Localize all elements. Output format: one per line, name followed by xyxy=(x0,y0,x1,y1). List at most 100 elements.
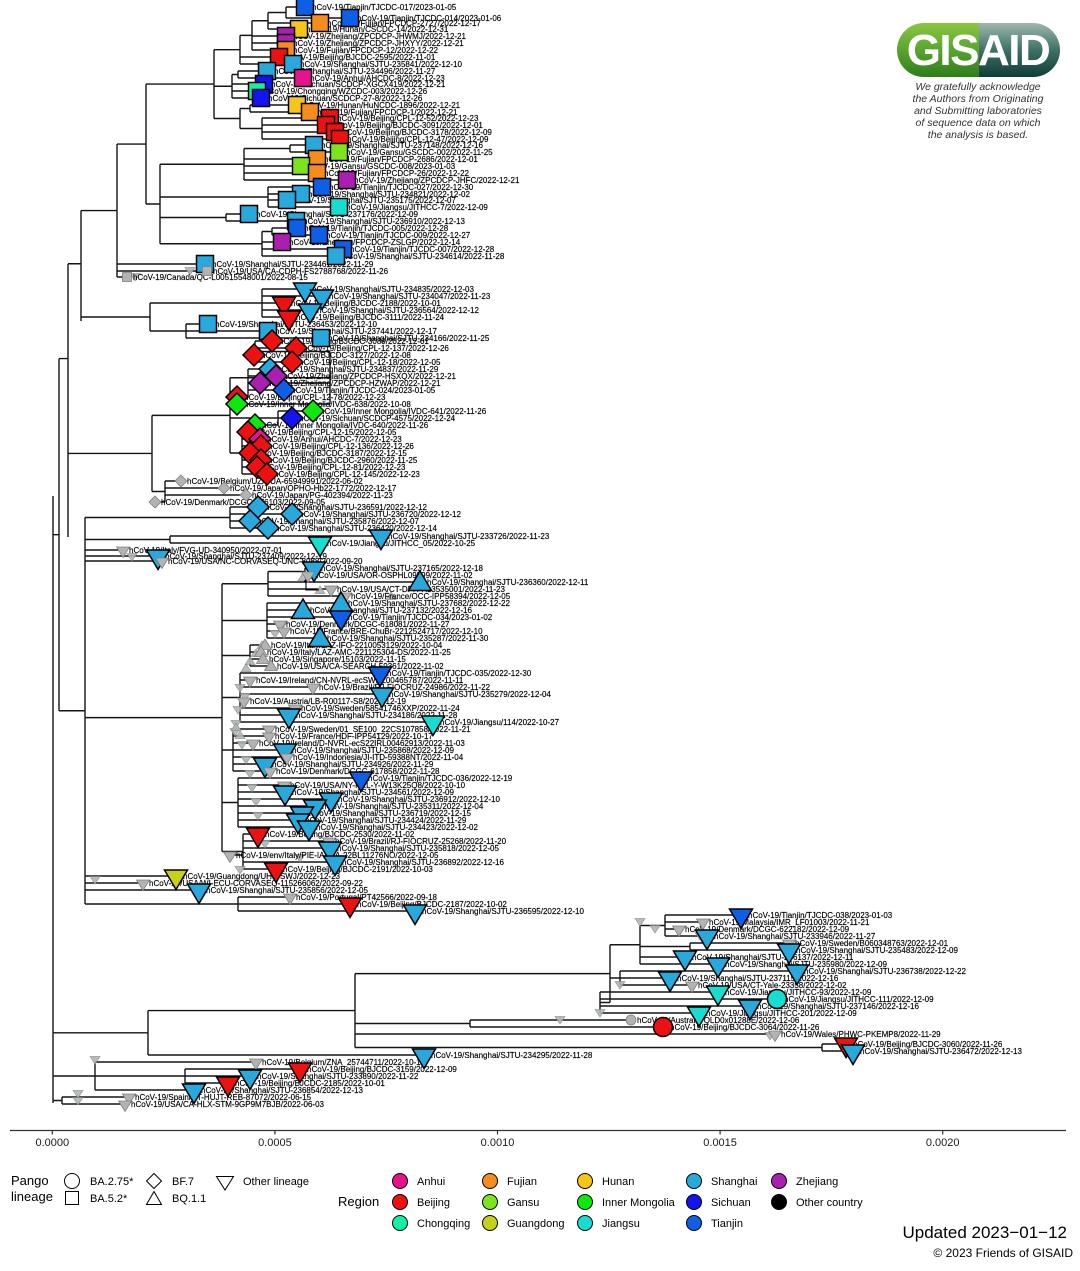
svg-text:hCoV-19/Ireland/CN-NVRL-ecSWRL: hCoV-19/Ireland/CN-NVRL-ecSWRL00465787/2… xyxy=(256,676,464,685)
svg-text:hCoV-19/Shanghai/SJTU-234561/2: hCoV-19/Shanghai/SJTU-234561/2022-12-09 xyxy=(292,788,454,797)
svg-text:© 2023 Friends of GISAID: © 2023 Friends of GISAID xyxy=(933,1246,1073,1260)
svg-text:BQ.1.1: BQ.1.1 xyxy=(172,1193,206,1205)
svg-text:the analysis is based.: the analysis is based. xyxy=(928,129,1028,141)
svg-text:hCoV-19/Shanghai/SJTU-235311/2: hCoV-19/Shanghai/SJTU-235311/2022-12-04 xyxy=(322,802,484,811)
svg-text:hCoV-19/Sweden/58541746XXP/202: hCoV-19/Sweden/58541746XXP/2022-11-24 xyxy=(301,704,460,713)
svg-text:hCoV-19/Tianjin/TJCDC-035/2022: hCoV-19/Tianjin/TJCDC-035/2022-12-30 xyxy=(387,669,532,678)
svg-text:hCoV-19/Beijing/BJCDC-3127/202: hCoV-19/Beijing/BJCDC-3127/2022-12-08 xyxy=(261,351,411,360)
svg-text:hCoV-19/USA/CA-HLX-STM-9GP9M7B: hCoV-19/USA/CA-HLX-STM-9GP9M7BJB/2022-06… xyxy=(131,1100,325,1109)
svg-text:hCoV-19/Shanghai/SJTU-234496/2: hCoV-19/Shanghai/SJTU-234496/2022-11-27 xyxy=(274,67,436,76)
svg-text:hCoV-19/Shanghai/SJTU-236453/2: hCoV-19/Shanghai/SJTU-236453/2022-12-10 xyxy=(215,320,377,329)
svg-text:hCoV-19/Beijing/BJCDC-2960/202: hCoV-19/Beijing/BJCDC-2960/2022-11-25 xyxy=(268,456,418,465)
svg-text:Anhui: Anhui xyxy=(417,1176,445,1188)
svg-text:hCoV-19/Malaysia/IMR_LF01003/2: hCoV-19/Malaysia/IMR_LF01003/2022-11-21 xyxy=(709,918,870,927)
svg-text:hCoV-19/Shanghai/SJTU-234424/2: hCoV-19/Shanghai/SJTU-234424/2022-11-29 xyxy=(305,816,467,825)
svg-text:hCoV-19/USA/CA-CDPH-FS2788768/: hCoV-19/USA/CA-CDPH-FS2788768/2022-11-26 xyxy=(213,267,389,276)
svg-text:hCoV-19/Gansu/GSCDC-002/2022-1: hCoV-19/Gansu/GSCDC-002/2022-11-25 xyxy=(346,148,493,157)
svg-text:hCoV-19/Beijing/BJCDC-2595/202: hCoV-19/Beijing/BJCDC-2595/2022-11-01 xyxy=(286,53,436,62)
svg-text:hCoV-19/Shanghai/SJTU-236472/2: hCoV-19/Shanghai/SJTU-236472/2022-12-13 xyxy=(860,1047,1022,1056)
svg-text:hCoV-19/Denmark/DCGC-618081/20: hCoV-19/Denmark/DCGC-618081/2022-11-27 xyxy=(286,620,450,629)
svg-text:hCoV-19/Japan/OPHO-Hb22-1772/2: hCoV-19/Japan/OPHO-Hb22-1772/2022-12-17 xyxy=(230,484,397,493)
svg-text:hCoV-19/Beijing/BJCDC-3187/202: hCoV-19/Beijing/BJCDC-3187/2022-12-15 xyxy=(257,449,407,458)
svg-text:hCoV-19/Brazil/RJ-FIOCRUZ-2526: hCoV-19/Brazil/RJ-FIOCRUZ-25268/2022-11-… xyxy=(335,837,507,846)
svg-text:hCoV-19/Beijing/BJCDC-2187/202: hCoV-19/Beijing/BJCDC-2187/2022-10-02 xyxy=(357,900,507,909)
svg-text:BA.5.2*: BA.5.2* xyxy=(90,1193,128,1205)
svg-text:hCoV-19/Shanghai/SJTU-236912/2: hCoV-19/Shanghai/SJTU-236912/2022-12-10 xyxy=(338,795,500,804)
svg-text:Guangdong: Guangdong xyxy=(507,1218,565,1230)
svg-text:Beijing: Beijing xyxy=(417,1197,450,1209)
svg-text:hCoV-19/Wales/PHWC-PKEMP8/2022: hCoV-19/Wales/PHWC-PKEMP8/2022-11-29 xyxy=(781,1030,941,1039)
svg-text:hCoV-19/Shanghai/SJTU-237115/2: hCoV-19/Shanghai/SJTU-237115/2022-12-16 xyxy=(677,974,839,983)
svg-text:hCoV-19/France/OCC-IPP58394/20: hCoV-19/France/OCC-IPP58394/2022-12-05 xyxy=(351,592,511,601)
svg-text:Pango: Pango xyxy=(11,1173,49,1188)
svg-text:hCoV-19/Fujian/FPCDCP-12/2022-: hCoV-19/Fujian/FPCDCP-12/2022-12-22 xyxy=(293,46,439,55)
svg-text:Shanghai: Shanghai xyxy=(711,1176,758,1188)
svg-text:hCoV-19/Sweden/01_SE100_22CS10: hCoV-19/Sweden/01_SE100_22CS107858/2022-… xyxy=(275,725,471,734)
svg-text:hCoV-19/Spain/CT-HUJT-REB-8707: hCoV-19/Spain/CT-HUJT-REB-87072/2022-06-… xyxy=(135,1093,312,1102)
svg-text:hCoV-19/Shanghai/SJTU-237409/2: hCoV-19/Shanghai/SJTU-237409/2022-12-19 xyxy=(165,552,327,561)
svg-text:hCoV-19/Jiangsu/JITHCC_05/2022: hCoV-19/Jiangsu/JITHCC_05/2022-10-25 xyxy=(327,539,476,548)
svg-text:hCoV-19/Canada/QC-L00515548001: hCoV-19/Canada/QC-L00515548001/2022-08-1… xyxy=(133,273,308,282)
svg-text:hCoV-19/Brazil/RJ-FIOCRUZ-2498: hCoV-19/Brazil/RJ-FIOCRUZ-24986/2022-11-… xyxy=(319,683,491,692)
svg-text:hCoV-19/Shanghai/SJTU-237146/2: hCoV-19/Shanghai/SJTU-237146/2022-12-16 xyxy=(757,1002,919,1011)
svg-text:hCoV-19/Fujian/FPCDCP-26/2022-: hCoV-19/Fujian/FPCDCP-26/2022-12-22 xyxy=(324,169,470,178)
svg-text:hCoV-19/Beijing/BJCDC-2530/202: hCoV-19/Beijing/BJCDC-2530/2022-11-02 xyxy=(265,830,415,839)
svg-text:Chongqing: Chongqing xyxy=(417,1218,470,1230)
svg-text:hCoV-19/Shanghai/SJTU-234821/2: hCoV-19/Shanghai/SJTU-234821/2022-12-02 xyxy=(308,190,470,199)
svg-text:hCoV-19/Shanghai/SJTU-236564/2: hCoV-19/Shanghai/SJTU-236564/2022-12-12 xyxy=(317,306,479,315)
svg-text:hCoV-19/Zhejiang/ZPCDCP-JHXYY/: hCoV-19/Zhejiang/ZPCDCP-JHXYY/2022-12-21 xyxy=(293,39,464,48)
svg-text:hCoV-19/Sichuan/SCDCP-27-8/202: hCoV-19/Sichuan/SCDCP-27-8/2022-12-26 xyxy=(268,94,423,103)
svg-text:hCoV-19/Shanghai/SJTU-236360/2: hCoV-19/Shanghai/SJTU-236360/2022-12-11 xyxy=(427,578,589,587)
svg-text:hCoV-19/Australia/QLD0x01288E/: hCoV-19/Australia/QLD0x01288E/2022-12-06 xyxy=(637,1016,800,1025)
svg-text:hCoV-19/Ireland/D-NVRL-ecS22IR: hCoV-19/Ireland/D-NVRL-ecS22IRL00462913/… xyxy=(259,739,465,748)
svg-text:hCoV-19/Belgium/ZNA_25744711/2: hCoV-19/Belgium/ZNA_25744711/2022-10-10 xyxy=(262,1058,426,1067)
svg-text:hCoV-19/Zhejiang/FPCDCP-ZSLGP/: hCoV-19/Zhejiang/FPCDCP-ZSLGP/2022-12-14 xyxy=(289,238,461,247)
svg-text:hCoV-19/Beijing/CPL-12-15/2022: hCoV-19/Beijing/CPL-12-15/2022-12-05 xyxy=(255,428,397,437)
svg-text:hCoV-19/Guangdong/UHK-SWJ/2022: hCoV-19/Guangdong/UHK-SWJ/2022-12-23 xyxy=(183,872,341,881)
svg-text:hCoV-19/Shanghai/SJTU-235483/2: hCoV-19/Shanghai/SJTU-235483/2022-12-09 xyxy=(796,946,958,955)
svg-text:hCoV-19/Beijing/CPL-12-78/2022: hCoV-19/Beijing/CPL-12-78/2022-12-23 xyxy=(244,393,386,402)
svg-text:hCoV-19/Beijing/CPL-12-81/2022: hCoV-19/Beijing/CPL-12-81/2022-12-23 xyxy=(264,463,406,472)
svg-text:hCoV-19/Beijing/BJCDC-3091/202: hCoV-19/Beijing/BJCDC-3091/2022-12-01 xyxy=(333,121,483,130)
svg-text:hCoV-19/Shanghai/SJTU-237132/2: hCoV-19/Shanghai/SJTU-237132/2022-12-16 xyxy=(310,606,472,615)
svg-text:hCoV-19/Beijing/BJCDC-2191/202: hCoV-19/Beijing/BJCDC-2191/2022-10-03 xyxy=(283,865,433,874)
svg-text:hCoV-19/Shanghai/SJTU-235818/2: hCoV-19/Shanghai/SJTU-235818/2022-12-05 xyxy=(337,844,499,853)
svg-text:hCoV-19/Jiangsu/JITHCC-93/2022: hCoV-19/Jiangsu/JITHCC-93/2022-12-09 xyxy=(725,988,872,997)
svg-text:hCoV-19/Italy/LAZ-IFO-22100531: hCoV-19/Italy/LAZ-IFO-2210053129/2022-10… xyxy=(271,641,443,650)
svg-text:hCoV-19/Beijing/BJCDC-3064/202: hCoV-19/Beijing/BJCDC-3064/2022-11-26 xyxy=(670,1023,820,1032)
svg-text:hCoV-19/Beijing/BJCDC-2188/202: hCoV-19/Beijing/BJCDC-2188/2022-10-01 xyxy=(291,299,441,308)
svg-text:hCoV-19/Shanghai/SJTU-234926/2: hCoV-19/Shanghai/SJTU-234926/2022-11-29 xyxy=(272,760,434,769)
svg-text:hCoV-19/Beijing/CPL-12-136/202: hCoV-19/Beijing/CPL-12-136/2022-12-26 xyxy=(268,442,414,451)
svg-text:hCoV-19/Austria/LB-R00117-S8/2: hCoV-19/Austria/LB-R00117-S8/2022-12-19 xyxy=(250,697,407,706)
svg-text:hCoV-19/Tianjin/TJCDC-014/2023: hCoV-19/Tianjin/TJCDC-014/2023-01-06 xyxy=(357,14,502,23)
svg-text:hCoV-19/Japan/PG-402394/2022-1: hCoV-19/Japan/PG-402394/2022-11-23 xyxy=(252,491,393,500)
svg-text:hCoV-19/Beijing/BJCDC-2185/202: hCoV-19/Beijing/BJCDC-2185/2022-10-01 xyxy=(235,1079,385,1088)
svg-text:hCoV-19/Tianjin/TJCDC-038/2023: hCoV-19/Tianjin/TJCDC-038/2023-01-03 xyxy=(748,911,893,920)
svg-text:0.0005: 0.0005 xyxy=(258,1137,292,1149)
svg-text:hCoV-19/Anhui/AHCDC-8/2022-12-: hCoV-19/Anhui/AHCDC-8/2022-12-23 xyxy=(310,74,445,83)
svg-text:hCoV-19/Portugal/PT42566/2022-: hCoV-19/Portugal/PT42566/2022-09-18 xyxy=(296,893,438,902)
svg-text:0.0020: 0.0020 xyxy=(926,1137,960,1149)
svg-text:hCoV-19/Shanghai/SJTU-236854/2: hCoV-19/Shanghai/SJTU-236854/2022-12-13 xyxy=(201,1086,363,1095)
svg-text:hCoV-19/Shanghai/SJTU-234837/2: hCoV-19/Shanghai/SJTU-234837/2022-11-29 xyxy=(277,365,439,374)
svg-text:hCoV-19/Shanghai/SJTU-237165/2: hCoV-19/Shanghai/SJTU-237165/2022-12-18 xyxy=(321,564,483,573)
svg-text:lineage: lineage xyxy=(11,1189,53,1204)
svg-text:Region: Region xyxy=(338,1194,379,1209)
svg-text:hCoV-19/Belgium/UZA-UA-6594999: hCoV-19/Belgium/UZA-UA-65949991/2022-06-… xyxy=(187,477,363,486)
svg-text:hCoV-19/Indonesia/JI-ITD-59388: hCoV-19/Indonesia/JI-ITD-59388NT/2022-11… xyxy=(293,753,464,762)
svg-text:and Submitting laboratories: and Submitting laboratories xyxy=(914,105,1043,117)
svg-text:hCoV-19/USA/CT-Yale-23358/2022: hCoV-19/USA/CT-Yale-23358/2022-12-02 xyxy=(698,981,847,990)
svg-text:Sichuan: Sichuan xyxy=(711,1197,751,1209)
svg-text:hCoV-19/Shanghai/SJTU-236738/2: hCoV-19/Shanghai/SJTU-236738/2022-12-22 xyxy=(804,967,966,976)
svg-text:Hunan: Hunan xyxy=(602,1176,634,1188)
svg-text:hCoV-19/Tianjin/TJCDC-007/2022: hCoV-19/Tianjin/TJCDC-007/2022-12-28 xyxy=(350,245,495,254)
svg-text:hCoV-19/Shanghai/SJTU-235175/2: hCoV-19/Shanghai/SJTU-235175/2022-12-07 xyxy=(294,196,456,205)
svg-text:Zhejiang: Zhejiang xyxy=(796,1176,838,1188)
svg-text:hCoV-19/Shanghai/SJTU-234047/2: hCoV-19/Shanghai/SJTU-234047/2022-11-23 xyxy=(329,292,491,301)
svg-text:hCoV-19/Singapore/15103/2022-1: hCoV-19/Singapore/15103/2022-11-15 xyxy=(269,655,406,664)
svg-text:hCoV-19/Inner Mongolia/IVDC-64: hCoV-19/Inner Mongolia/IVDC-641/2022-11-… xyxy=(320,407,487,416)
svg-text:hCoV-19/Jiangsu/JITHCC-201/202: hCoV-19/Jiangsu/JITHCC-201/2022-12-09 xyxy=(706,1009,857,1018)
svg-text:hCoV-19/Shanghai/SJTU-237148/2: hCoV-19/Shanghai/SJTU-237148/2022-12-16 xyxy=(321,141,483,150)
svg-text:hCoV-19/USA/OR-OSPHL09599/2022: hCoV-19/USA/OR-OSPHL09599/2022-11-02 xyxy=(314,571,473,580)
svg-text:hCoV-19/Italy/LAZ-AMC-22112530: hCoV-19/Italy/LAZ-AMC-221125304-DS/2022-… xyxy=(267,648,451,657)
